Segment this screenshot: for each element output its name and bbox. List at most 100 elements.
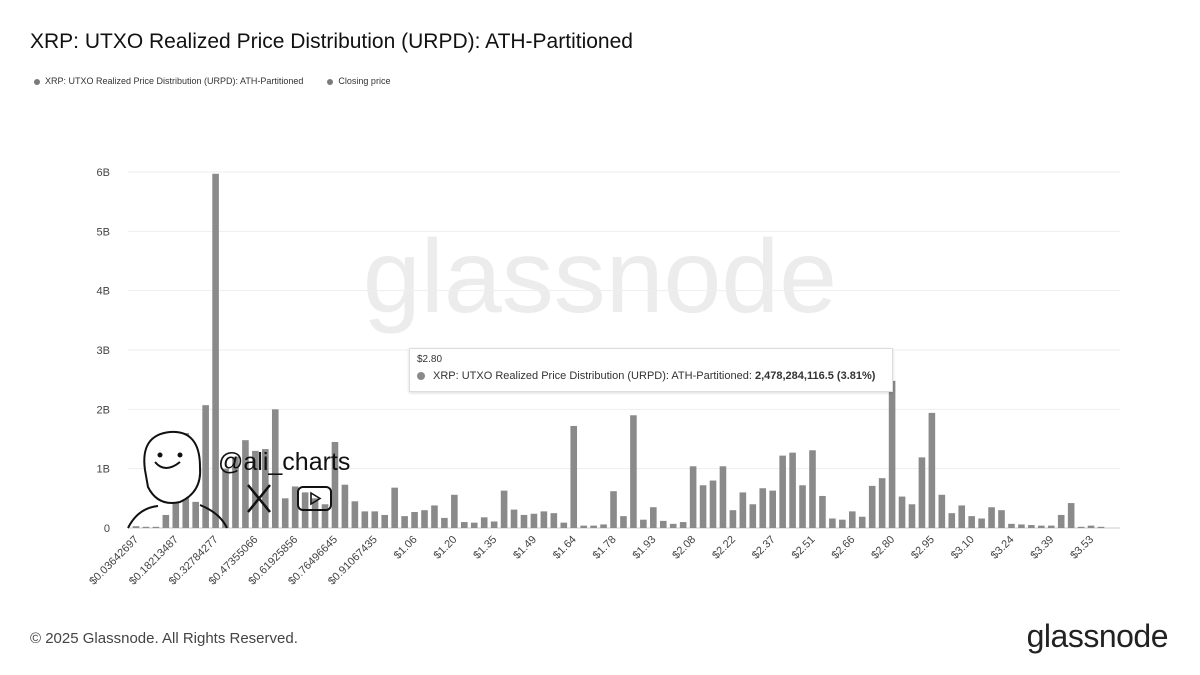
bar[interactable] (650, 507, 657, 528)
bar[interactable] (281, 498, 289, 528)
bar[interactable] (152, 526, 160, 528)
bar[interactable] (809, 450, 816, 528)
bar[interactable] (1047, 525, 1055, 528)
bar[interactable] (679, 522, 687, 528)
bar[interactable] (1038, 525, 1045, 528)
bar[interactable] (162, 514, 170, 528)
bar[interactable] (898, 496, 906, 528)
bar[interactable] (222, 468, 229, 528)
legend-item-closing-price[interactable]: Closing price (327, 76, 390, 86)
bar[interactable] (341, 484, 349, 528)
bar[interactable] (819, 495, 826, 528)
bar[interactable] (839, 519, 846, 528)
bar[interactable] (699, 485, 707, 528)
bar[interactable] (540, 511, 548, 528)
bar[interactable] (689, 466, 697, 528)
bar[interactable] (480, 517, 488, 528)
bar[interactable] (490, 521, 498, 528)
bar[interactable] (271, 409, 279, 528)
bar[interactable] (451, 494, 458, 528)
bar[interactable] (769, 490, 777, 528)
bar[interactable] (242, 440, 249, 528)
bar[interactable] (938, 494, 946, 528)
bar[interactable] (192, 501, 199, 528)
bar[interactable] (291, 486, 299, 528)
bar[interactable] (948, 513, 956, 528)
bar[interactable] (739, 492, 747, 528)
bar[interactable] (431, 505, 438, 528)
bar[interactable] (441, 517, 448, 528)
bar[interactable] (212, 173, 219, 528)
bar[interactable] (530, 513, 538, 528)
bar[interactable] (749, 504, 757, 528)
tooltip: $2.80 XRP: UTXO Realized Price Distribut… (409, 348, 893, 392)
bar[interactable] (978, 518, 985, 528)
bar[interactable] (232, 456, 239, 528)
bar[interactable] (868, 485, 876, 528)
bar[interactable] (590, 525, 597, 528)
bar[interactable] (510, 509, 518, 528)
bar[interactable] (878, 478, 886, 528)
bar[interactable] (848, 511, 856, 528)
bar[interactable] (620, 516, 627, 528)
bar[interactable] (1028, 525, 1035, 528)
bar[interactable] (1018, 524, 1025, 528)
bar[interactable] (570, 425, 578, 528)
bar[interactable] (460, 522, 468, 528)
bar[interactable] (858, 516, 866, 528)
bar[interactable] (918, 457, 926, 528)
bar[interactable] (401, 516, 408, 528)
bar[interactable] (669, 523, 677, 528)
bar[interactable] (361, 511, 369, 528)
bar[interactable] (709, 480, 717, 528)
bar[interactable] (560, 522, 568, 528)
bar[interactable] (351, 501, 359, 528)
bar[interactable] (998, 510, 1005, 528)
bar[interactable] (759, 488, 767, 528)
bar[interactable] (1057, 514, 1065, 528)
x-tick-label: $1.49 (511, 534, 539, 562)
bar[interactable] (580, 525, 587, 528)
legend-item-urpd[interactable]: XRP: UTXO Realized Price Distribution (U… (34, 76, 303, 86)
bar[interactable] (321, 504, 329, 528)
bar[interactable] (311, 498, 319, 528)
bar[interactable] (600, 524, 607, 528)
bar[interactable] (252, 450, 259, 528)
bar[interactable] (331, 441, 339, 528)
bar[interactable] (1008, 523, 1015, 528)
bar[interactable] (391, 487, 398, 528)
bar[interactable] (719, 466, 727, 528)
bar[interactable] (988, 507, 995, 528)
bar[interactable] (968, 516, 975, 528)
bar[interactable] (659, 520, 667, 528)
bar[interactable] (371, 511, 379, 528)
bar[interactable] (262, 449, 269, 528)
bar[interactable] (789, 452, 796, 528)
bar[interactable] (500, 490, 508, 528)
bar[interactable] (610, 491, 617, 528)
bar[interactable] (550, 513, 558, 528)
bar[interactable] (1097, 526, 1105, 528)
bar[interactable] (640, 519, 647, 528)
bar[interactable] (421, 510, 428, 528)
bar[interactable] (411, 511, 418, 528)
bar[interactable] (1077, 526, 1085, 528)
bar[interactable] (888, 380, 896, 528)
bar[interactable] (1067, 503, 1075, 528)
bar[interactable] (142, 526, 150, 528)
bar[interactable] (908, 504, 916, 528)
bar[interactable] (928, 412, 936, 528)
bar[interactable] (202, 405, 209, 528)
bar[interactable] (132, 526, 140, 528)
bar[interactable] (172, 498, 180, 528)
bar[interactable] (520, 514, 528, 528)
bar[interactable] (1087, 525, 1095, 528)
bar[interactable] (729, 510, 737, 528)
bar[interactable] (779, 455, 786, 528)
bar[interactable] (630, 415, 637, 528)
bar[interactable] (829, 518, 836, 528)
bar[interactable] (470, 522, 478, 528)
bar[interactable] (958, 505, 966, 528)
bar[interactable] (799, 485, 806, 528)
bar[interactable] (381, 514, 389, 528)
